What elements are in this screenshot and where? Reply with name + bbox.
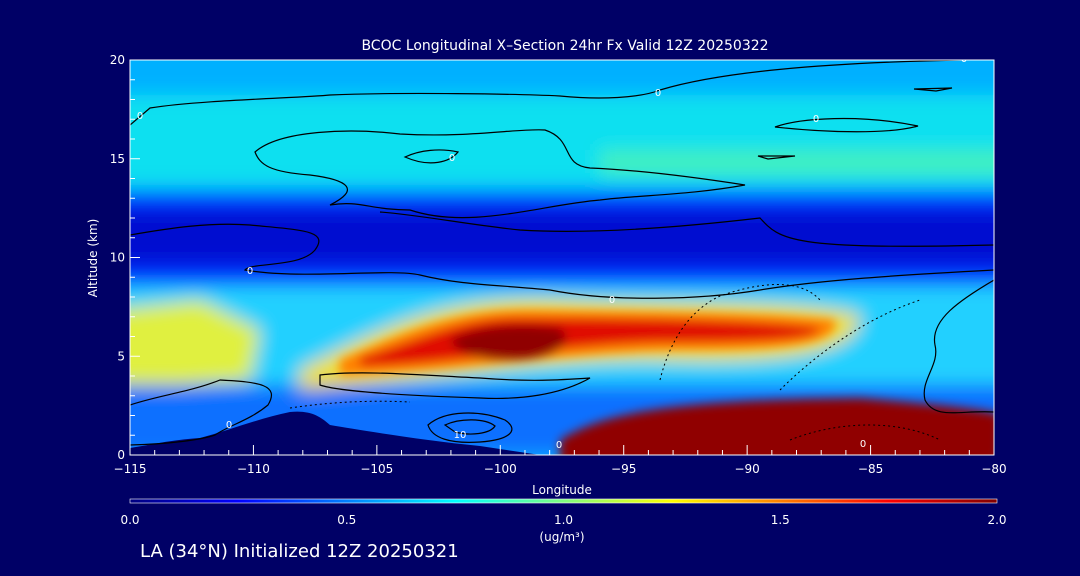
contour-line-dotted-b [779, 299, 921, 391]
contour-label-group: 0 0 0 0 0 0 10 0 0 0 0 [137, 54, 967, 451]
contour-line-upper-loop [254, 129, 746, 219]
contour-label: 0 [813, 114, 819, 125]
terrain [130, 411, 540, 455]
contour-label: 0 [137, 111, 143, 122]
colorbar-units: (ug/m³) [539, 530, 584, 544]
field-surface-red [560, 398, 994, 455]
field-band-upper-green [600, 150, 994, 175]
x-tick-label: −90 [734, 462, 759, 476]
x-tick-label: −100 [484, 462, 517, 476]
y-tick-label: 20 [110, 53, 125, 67]
x-tick-label: −80 [981, 462, 1006, 476]
contour-label: 0 [449, 153, 455, 164]
contour-line-small-a [403, 149, 460, 164]
colorbar-tick-label: 1.5 [771, 513, 790, 527]
contour-line-mid-b [379, 211, 994, 247]
contour-lines [130, 60, 994, 446]
x-axis: −115 −110 −105 −100 −95 −90 −85 −80 [114, 445, 1007, 476]
contour-label: 0 [226, 420, 232, 431]
footer-label: LA (34°N) Initialized 12Z 20250321 [140, 541, 459, 562]
contour-label: 0 [961, 54, 967, 65]
x-tick-label: −115 [114, 462, 147, 476]
field-plume-core [450, 325, 566, 361]
contour-line-dotted-c [289, 400, 411, 409]
contour-line-right [923, 279, 994, 414]
contour-line-small-b [774, 117, 919, 133]
contour-line-upper [130, 60, 971, 126]
colorbar-tick-label: 1.0 [554, 513, 573, 527]
contour-line-dotted-d [789, 424, 941, 441]
colorbar-tick-label: 0.5 [337, 513, 356, 527]
contour-label: 0 [655, 88, 661, 99]
field-left-yellow [130, 300, 260, 385]
colorbar-tick-label: 2.0 [987, 513, 1006, 527]
chart-title: BCOC Longitudinal X–Section 24hr Fx Vali… [361, 38, 768, 54]
contour-label: 0 [556, 440, 562, 451]
x-tick-label: −95 [611, 462, 636, 476]
contour-line-low [130, 379, 273, 446]
colorbar-ticks: 0.0 0.5 1.0 1.5 2.0 [120, 513, 1006, 527]
y-axis: 0 5 10 15 20 [110, 53, 140, 462]
contour-line-mid [130, 223, 994, 299]
contour-label: 10 [454, 430, 467, 441]
x-tick-label: −110 [237, 462, 270, 476]
y-tick-label: 5 [117, 349, 125, 363]
y-tick-label: 15 [110, 152, 125, 166]
x-tick-label: −85 [858, 462, 883, 476]
contour-line-low-d [443, 419, 496, 435]
contour-line-small-c [757, 155, 796, 160]
contour-line-small-d [913, 87, 953, 92]
contour-line-low-b [319, 372, 591, 399]
contour-label: 0 [609, 295, 615, 306]
contour-lines-dotted [289, 284, 941, 441]
heatmap-plot: 0 0 0 0 0 0 10 0 0 0 0 [130, 54, 994, 455]
contour-line-low-c [427, 412, 513, 443]
y-tick-label: 10 [110, 251, 125, 265]
colorbar [129, 498, 998, 504]
colorbar-tick-label: 0.0 [120, 513, 139, 527]
x-axis-title: Longitude [532, 483, 592, 497]
contour-label: 0 [860, 439, 866, 450]
y-tick-label: 0 [117, 448, 125, 462]
contour-label: 0 [247, 266, 253, 277]
y-axis-title: Altitude (km) [86, 219, 100, 298]
x-tick-label: −105 [360, 462, 393, 476]
field-band-blue-core [130, 210, 994, 265]
contour-line-dotted-a [659, 284, 821, 381]
